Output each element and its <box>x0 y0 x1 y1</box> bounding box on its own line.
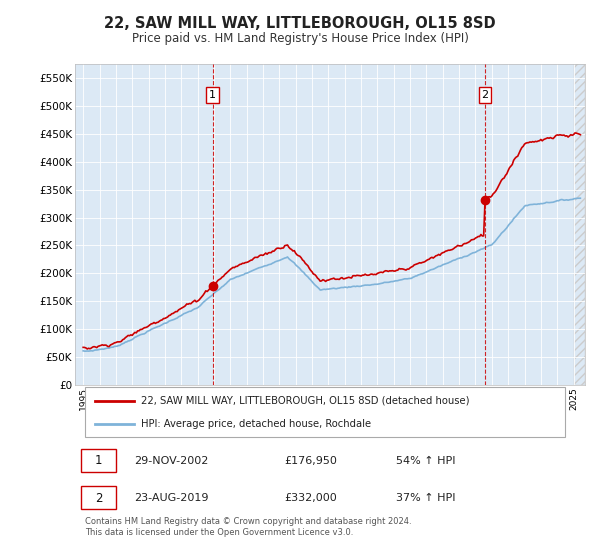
Text: 23-AUG-2019: 23-AUG-2019 <box>134 493 208 503</box>
FancyBboxPatch shape <box>85 388 565 437</box>
FancyBboxPatch shape <box>81 486 116 508</box>
Text: 22, SAW MILL WAY, LITTLEBOROUGH, OL15 8SD: 22, SAW MILL WAY, LITTLEBOROUGH, OL15 8S… <box>104 16 496 31</box>
Text: 22, SAW MILL WAY, LITTLEBOROUGH, OL15 8SD (detached house): 22, SAW MILL WAY, LITTLEBOROUGH, OL15 8S… <box>142 396 470 406</box>
Text: 29-NOV-2002: 29-NOV-2002 <box>134 456 208 466</box>
Text: £332,000: £332,000 <box>284 493 337 503</box>
Text: £176,950: £176,950 <box>284 456 337 466</box>
Text: Price paid vs. HM Land Registry's House Price Index (HPI): Price paid vs. HM Land Registry's House … <box>131 31 469 45</box>
Text: HPI: Average price, detached house, Rochdale: HPI: Average price, detached house, Roch… <box>142 419 371 429</box>
FancyBboxPatch shape <box>81 449 116 472</box>
Text: 1: 1 <box>95 454 102 467</box>
Text: 1: 1 <box>209 90 216 100</box>
Text: 2: 2 <box>95 492 102 505</box>
Text: 37% ↑ HPI: 37% ↑ HPI <box>397 493 456 503</box>
Text: 2: 2 <box>481 90 488 100</box>
Text: Contains HM Land Registry data © Crown copyright and database right 2024.
This d: Contains HM Land Registry data © Crown c… <box>85 516 412 538</box>
Text: 54% ↑ HPI: 54% ↑ HPI <box>397 456 456 466</box>
